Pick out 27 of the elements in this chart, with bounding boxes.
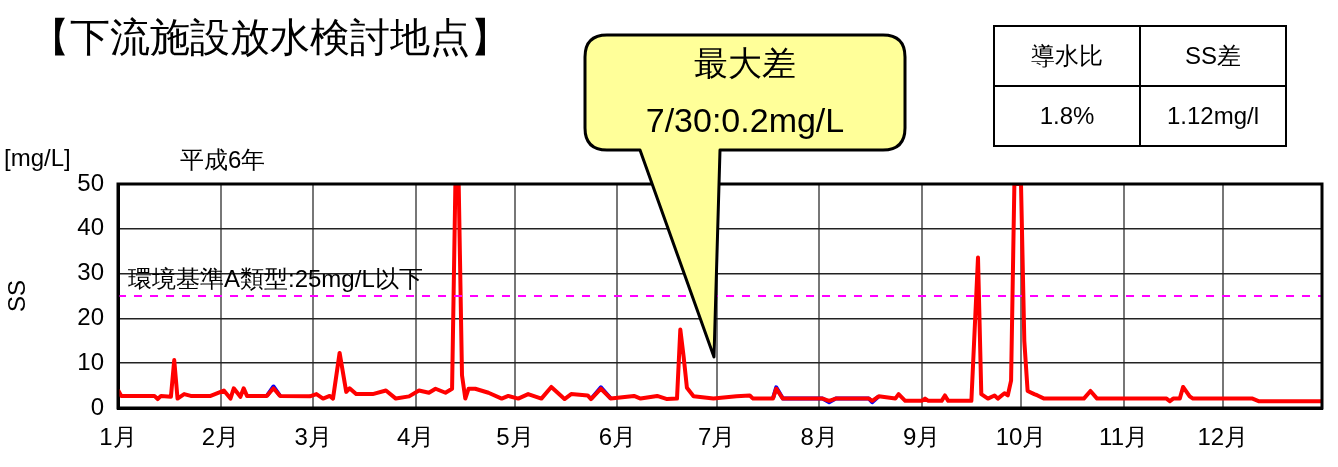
x-tick-label: 2月 [201,423,240,451]
x-tick-label: 9月 [903,423,941,451]
x-tick-label: 4月 [397,423,435,451]
y-tick-label: 20 [77,303,104,331]
x-tick-label: 10月 [995,423,1047,451]
text: 導水比 [994,26,1140,86]
text: SS差 [1140,26,1286,86]
x-tick-label: 6月 [598,423,637,451]
text: 1.8% [994,86,1140,146]
y-tick-label: 50 [77,168,104,196]
x-tick-label: 11月 [1099,423,1148,451]
text: 最大差 7/30:0.2mg/L [645,43,845,140]
x-tick-label: 7月 [698,423,736,451]
x-tick-label: 5月 [496,423,534,451]
text: [mg/L] [4,144,71,172]
chart-subtitle: 平成6年 [180,145,266,175]
x-tick-label: 3月 [294,423,332,451]
y-tick-label: 0 [90,392,104,420]
y-axis-title: SS [3,279,31,313]
y-tick-label: 30 [77,258,104,286]
text: 1.12mg/l [1140,86,1286,146]
chart-title: 【下流施設放水検討地点】 [30,14,510,61]
x-tick-label: 8月 [800,423,838,451]
y-tick-label: 10 [77,347,104,375]
x-tick-label: 1月 [99,423,137,451]
x-tick-label: 12月 [1197,423,1249,451]
y-tick-label: 40 [77,213,104,241]
